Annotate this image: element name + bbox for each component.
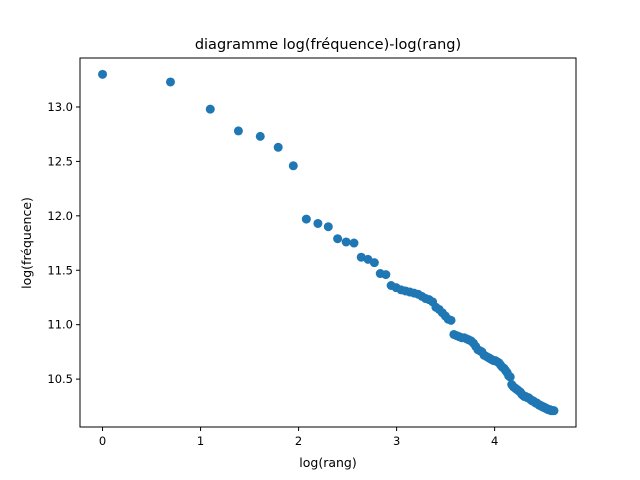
x-tick-label: 0	[99, 434, 106, 448]
x-tick-label: 2	[295, 434, 302, 448]
data-point	[341, 237, 351, 247]
data-point	[165, 77, 175, 87]
data-point	[233, 126, 243, 136]
plot-area-frame	[79, 57, 577, 428]
data-point	[549, 406, 559, 416]
y-tick-label: 12.0	[47, 209, 73, 223]
data-point	[301, 214, 311, 224]
y-tick-label: 11.0	[47, 318, 73, 332]
y-tick-label: 10.5	[47, 372, 73, 386]
y-tick-label: 13.0	[47, 100, 73, 114]
data-point	[255, 131, 265, 141]
data-point	[505, 372, 515, 382]
x-tick-label: 1	[197, 434, 204, 448]
chart-title: diagramme log(fréquence)-log(rang)	[195, 37, 461, 53]
data-point	[349, 238, 359, 248]
x-tick-label: 3	[393, 434, 400, 448]
x-tick-label: 4	[491, 434, 498, 448]
data-point	[273, 142, 283, 152]
data-point	[205, 104, 215, 114]
y-axis-ticks: 10.5 11.0 11.5 12.0 12.5 13.0	[47, 100, 80, 386]
data-points	[98, 69, 559, 416]
data-point	[356, 252, 366, 262]
data-point	[323, 222, 333, 232]
x-axis-label: log(rang)	[299, 455, 356, 470]
y-tick-label: 11.5	[47, 263, 73, 277]
data-point	[369, 258, 379, 268]
data-point	[98, 69, 108, 79]
data-point	[446, 315, 456, 325]
data-point	[381, 270, 391, 280]
data-point	[313, 218, 323, 228]
y-tick-label: 12.5	[47, 154, 73, 168]
y-axis-label: log(fréquence)	[19, 197, 34, 289]
data-point	[333, 234, 343, 244]
data-point	[288, 161, 298, 171]
x-axis-ticks: 0 1 2 3 4	[99, 427, 498, 448]
